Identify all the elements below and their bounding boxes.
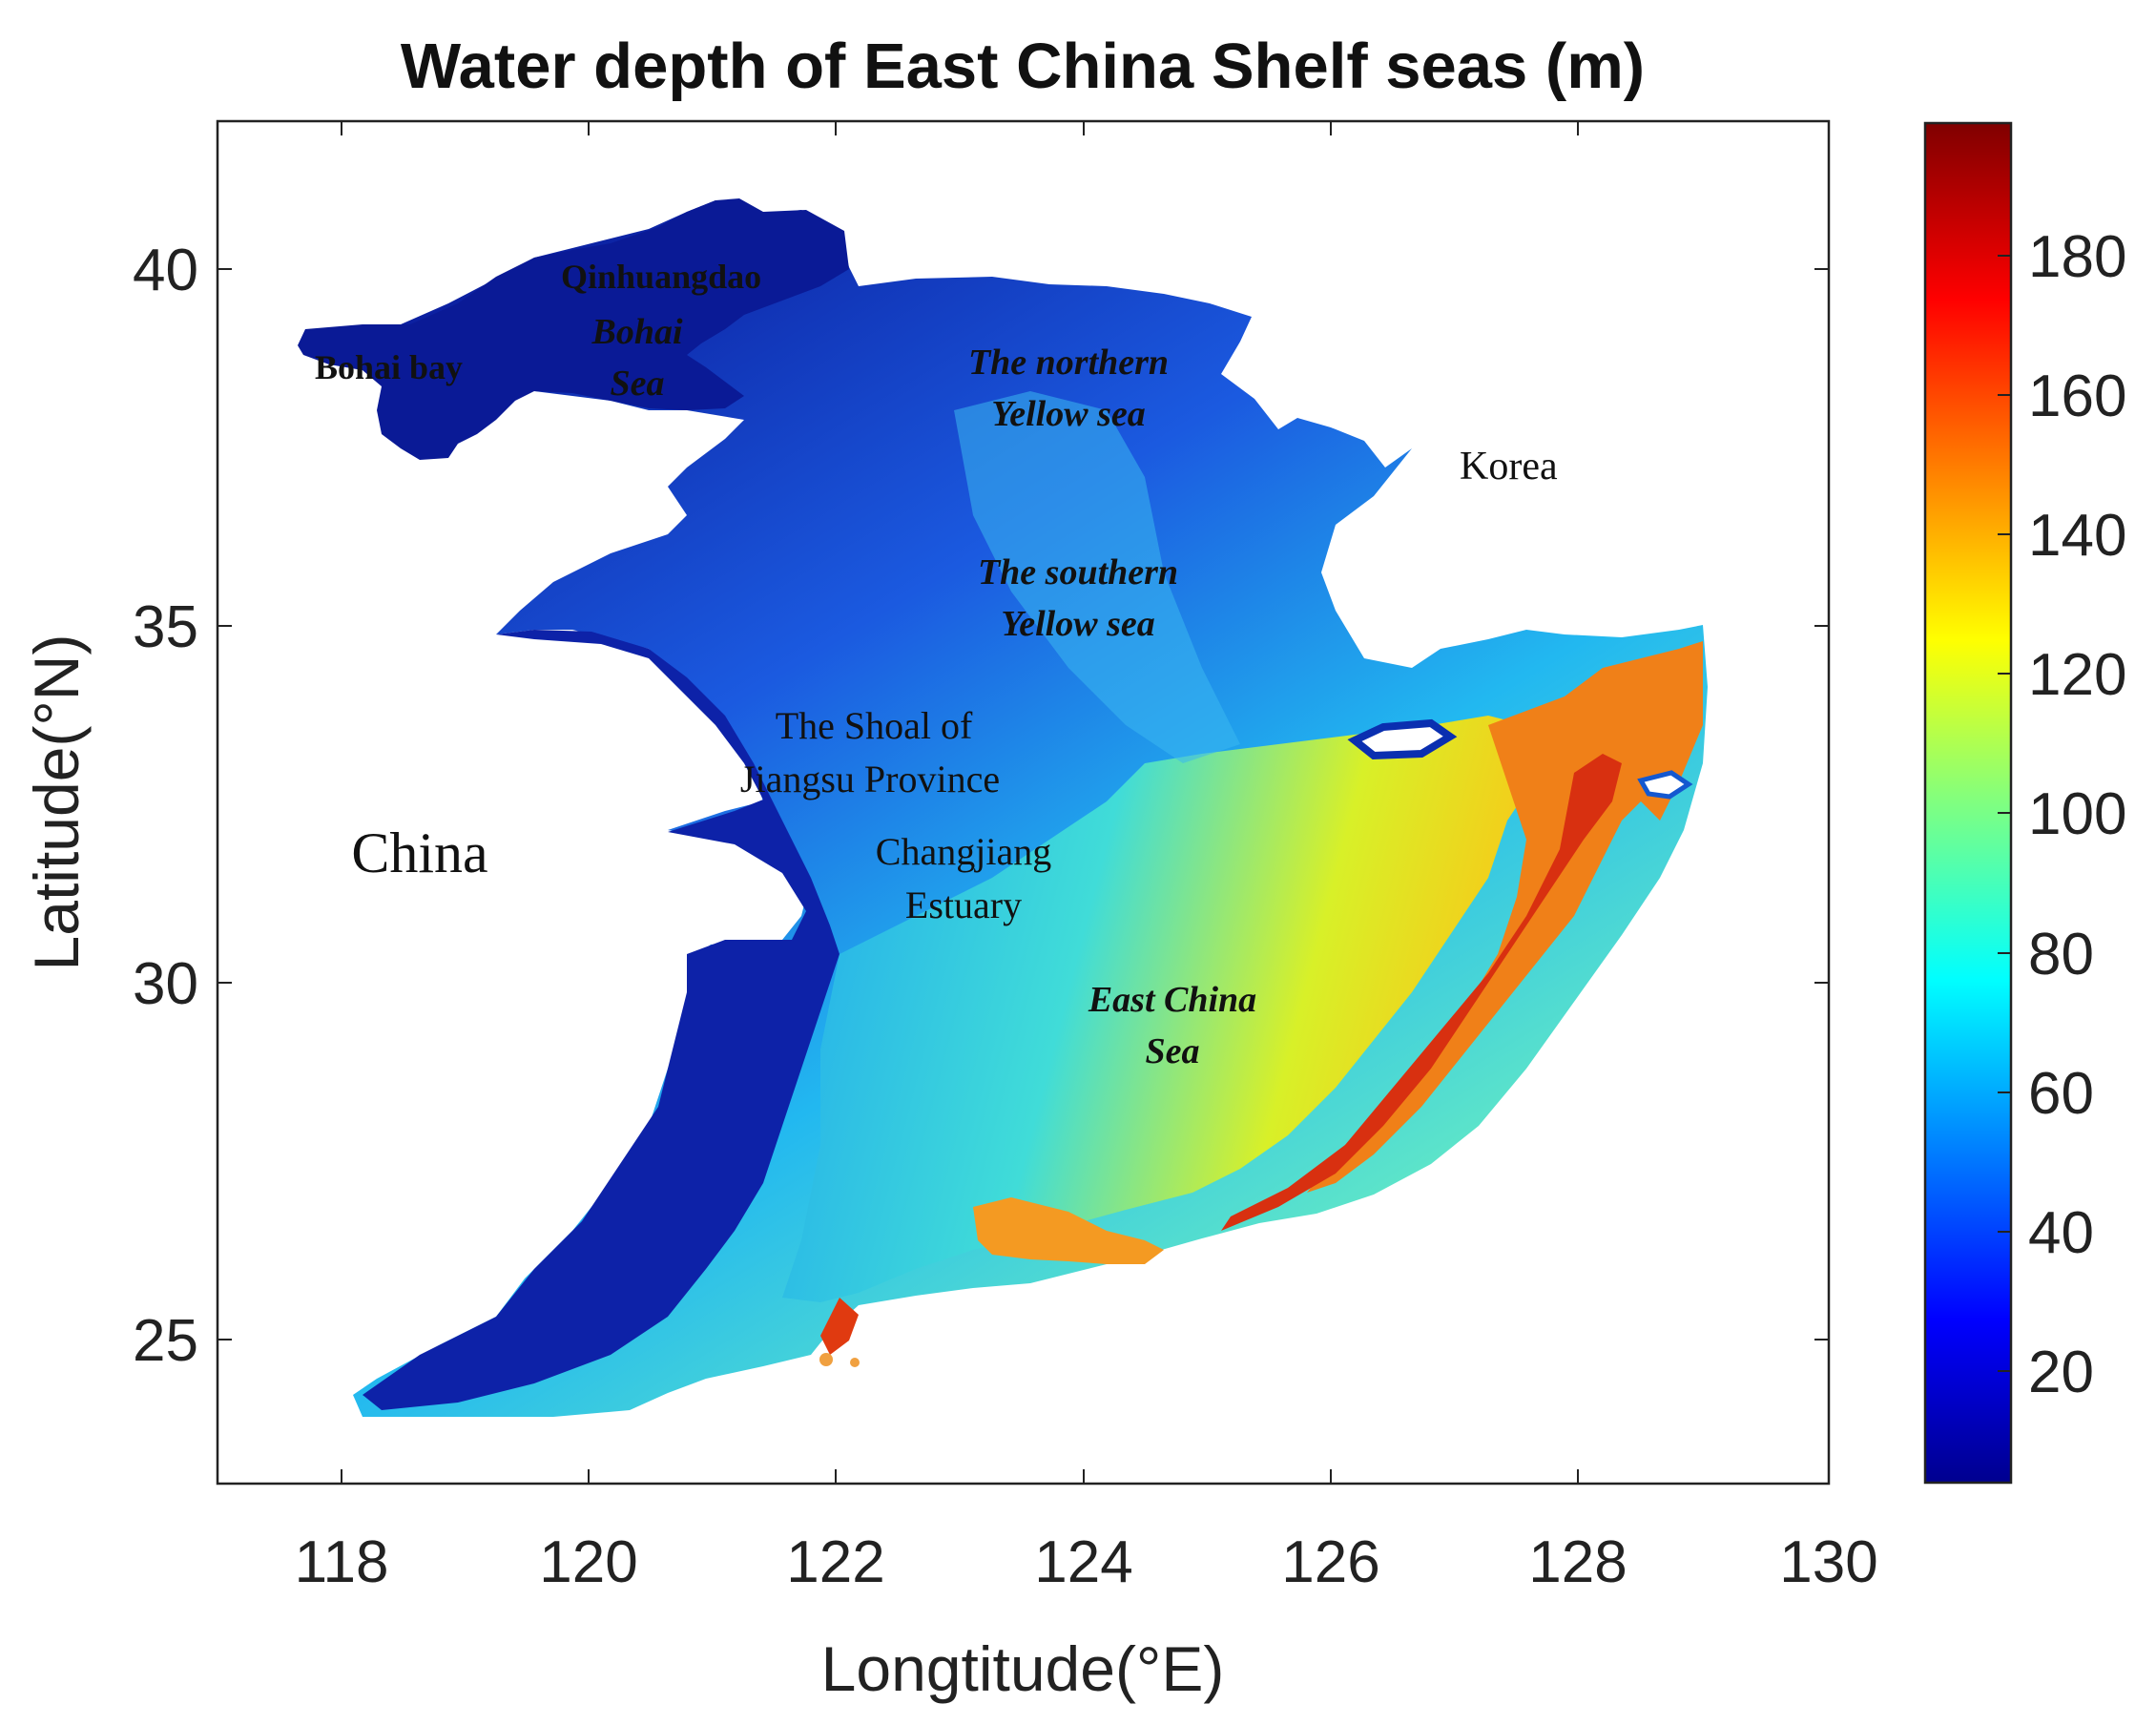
colorbar-tick-label: 120 xyxy=(2028,642,2126,708)
depth-field xyxy=(298,198,1708,1417)
label-southern-yellow-sea-line1: The southern xyxy=(978,552,1178,592)
jeju-island xyxy=(1347,718,1458,760)
yellow-sea-trough xyxy=(954,391,1240,763)
label-korea: Korea xyxy=(1460,445,1558,488)
label-china: China xyxy=(351,821,487,884)
x-axis: 118 120 122 124 126 128 130 Longtitude(°… xyxy=(295,121,1878,1704)
x-tick-label: 126 xyxy=(1281,1529,1379,1595)
y-tick-label: 40 xyxy=(133,238,198,303)
x-tick-label: 124 xyxy=(1034,1529,1132,1595)
label-east-china-sea-line1: East China xyxy=(1088,980,1256,1020)
label-southern-yellow-sea-line2: Yellow sea xyxy=(1001,604,1154,644)
china-coastal-shallows xyxy=(363,630,840,1410)
map-title: Water depth of East China Shelf seas (m) xyxy=(401,31,1645,102)
colorbar-gradient xyxy=(1923,121,2013,1485)
label-changjiang-estuary-line2: Estuary xyxy=(905,883,1022,926)
label-northern-yellow-sea-line2: Yellow sea xyxy=(991,394,1145,434)
label-qinhuangdao: Qinhuangdao xyxy=(561,258,761,296)
tsushima-island xyxy=(1637,770,1693,800)
colorbar-tick-label: 40 xyxy=(2028,1200,2094,1266)
colorbar: 20 40 60 80 100 120 140 160 180 xyxy=(1923,121,2126,1485)
x-axis-label: Longtitude(°E) xyxy=(821,1633,1225,1704)
label-jiangsu-shoal-line2: Jiangsu Province xyxy=(740,758,1000,800)
taiwan-strait-patch xyxy=(973,1197,1164,1264)
label-northern-yellow-sea-line1: The northern xyxy=(968,343,1169,383)
y-axis-label: Latitude(°N) xyxy=(21,634,92,971)
okinawa-edge xyxy=(1221,754,1622,1231)
y-tick-label: 25 xyxy=(133,1308,198,1374)
label-changjiang-estuary-line1: Changjiang xyxy=(876,830,1051,873)
label-east-china-sea-line2: Sea xyxy=(1146,1031,1200,1071)
x-tick-label: 130 xyxy=(1779,1529,1877,1595)
y-tick-label: 35 xyxy=(133,594,198,660)
label-jiangsu-shoal-line1: The Shoal of xyxy=(776,704,973,747)
x-tick-label: 122 xyxy=(786,1529,884,1595)
place-labels: Qinhuangdao Bohai Sea Bohai bay The nort… xyxy=(315,258,1558,1071)
island-speck xyxy=(819,1353,833,1366)
colorbar-tick-label: 20 xyxy=(2028,1340,2094,1405)
island-speck xyxy=(850,1358,860,1367)
colorbar-tick-label: 180 xyxy=(2028,224,2126,290)
colorbar-tick-label: 140 xyxy=(2028,503,2126,569)
bohai-region xyxy=(298,198,849,460)
colorbar-tick-label: 100 xyxy=(2028,781,2126,847)
colorbar-tick-label: 60 xyxy=(2028,1061,2094,1127)
y-axis: 25 30 35 40 Latitude(°N) xyxy=(21,238,1829,1374)
x-tick-label: 118 xyxy=(295,1529,389,1595)
colorbar-tick-label: 160 xyxy=(2028,364,2126,429)
ecs-shelf xyxy=(782,716,1545,1302)
label-bohai-sea-line1: Bohai xyxy=(591,312,682,352)
x-tick-label: 120 xyxy=(539,1529,637,1595)
label-bohai-sea-line2: Sea xyxy=(611,364,665,404)
x-tick-label: 128 xyxy=(1528,1529,1627,1595)
southern-red-edge xyxy=(820,1298,859,1355)
colorbar-tick-label: 80 xyxy=(2028,922,2094,987)
label-bohai-bay: Bohai bay xyxy=(315,348,463,386)
y-tick-label: 30 xyxy=(133,951,198,1017)
